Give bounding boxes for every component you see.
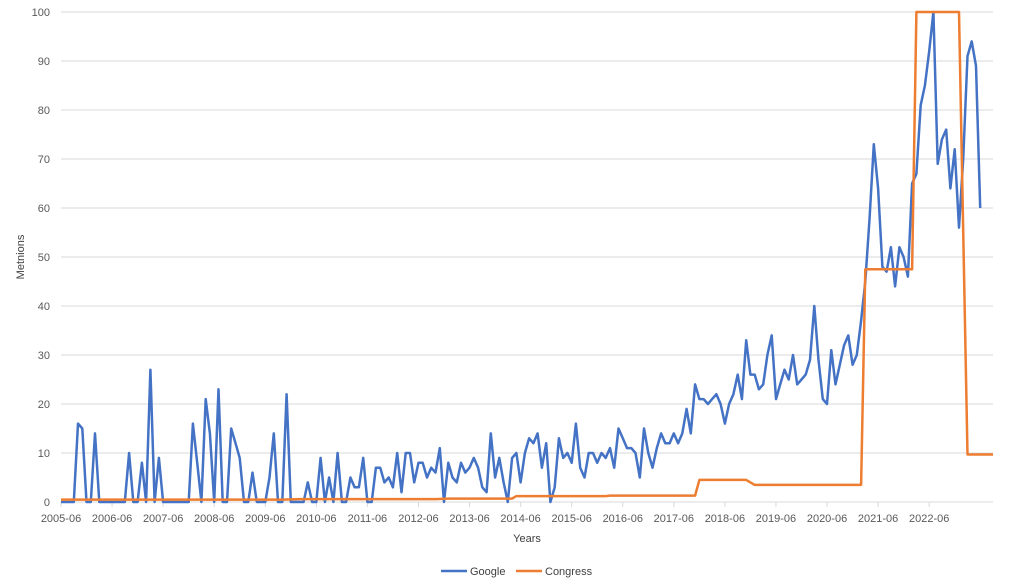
- x-tick-label: 2006-06: [92, 513, 132, 525]
- y-tick-label: 60: [38, 203, 50, 215]
- x-tick-label: 2013-06: [449, 513, 489, 525]
- series-lines: [61, 10, 993, 504]
- x-axis-label: Years: [513, 533, 541, 545]
- y-tick-labels: 0 10 20 30 40 50 60 70 80 90 100: [32, 7, 50, 509]
- x-tick-label: 2010-06: [296, 513, 336, 525]
- x-tick-labels: 2005-06 2006-06 2007-06 2008-06 2009-06 2010-…: [41, 513, 950, 525]
- series-line-google: [61, 10, 982, 504]
- x-tick-label: 2017-06: [654, 513, 694, 525]
- legend-label-congress: Congress: [545, 566, 593, 578]
- x-tick-label: 2016-06: [603, 513, 643, 525]
- y-tick-label: 0: [44, 497, 50, 509]
- x-tick-label: 2014-06: [500, 513, 540, 525]
- x-tick-label: 2019-06: [756, 513, 796, 525]
- y-tick-label: 40: [38, 301, 50, 313]
- x-tick-label: 2009-06: [245, 513, 285, 525]
- y-tick-label: 30: [38, 350, 50, 362]
- x-tick-label: 2022-06: [909, 513, 949, 525]
- y-tick-label: 100: [32, 7, 50, 19]
- x-tick-label: 2020-06: [807, 513, 847, 525]
- y-tick-label: 90: [38, 56, 50, 68]
- y-tick-label: 20: [38, 399, 50, 411]
- x-tick-label: 2015-06: [551, 513, 591, 525]
- gridlines: [60, 11, 993, 507]
- y-tick-label: 80: [38, 105, 50, 117]
- x-tick-label: 2011-06: [348, 513, 388, 525]
- legend-label-google: Google: [470, 566, 505, 578]
- x-tick-label: 2018-06: [705, 513, 745, 525]
- series-line-congress: [61, 10, 993, 501]
- x-tick-label: 2007-06: [143, 513, 183, 525]
- legend: Google Congress: [441, 566, 593, 578]
- y-tick-label: 50: [38, 252, 50, 264]
- x-tick-label: 2021-06: [858, 513, 898, 525]
- y-tick-label: 70: [38, 154, 50, 166]
- x-tick-label: 2012-06: [398, 513, 438, 525]
- y-tick-label: 10: [38, 448, 50, 460]
- y-axis-label: Metnions: [15, 234, 27, 279]
- x-tick-label: 2008-06: [194, 513, 234, 525]
- x-tick-label: 2005-06: [41, 513, 81, 525]
